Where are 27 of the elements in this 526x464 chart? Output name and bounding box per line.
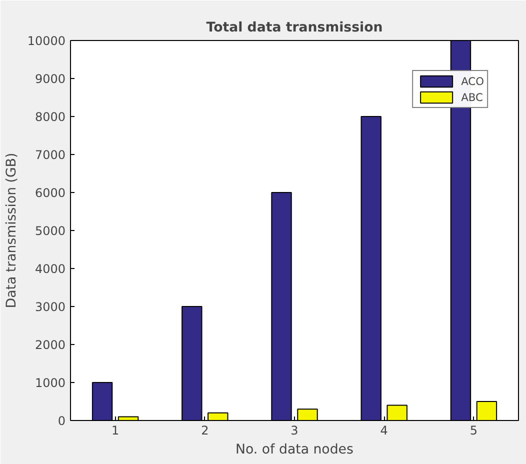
x-tick-label: 2 [201,424,209,438]
chart-title: Total data transmission [206,20,383,36]
y-tick-label: 2000 [34,338,66,352]
y-tick-label: 1000 [34,376,66,390]
bar [271,192,292,420]
bar [297,408,318,420]
x-axis-title: No. of data nodes [236,442,354,458]
x-tick-label: 3 [290,424,298,438]
y-tick-label: 7000 [34,148,66,162]
legend-label: ABC [461,90,483,104]
bar [476,401,498,420]
y-axis-title: Data transmission (GB) [4,152,20,308]
y-tick-label: 10000 [27,34,66,48]
x-tick-label: 5 [470,424,478,438]
legend-label: ACO [461,74,484,88]
bar [208,412,228,420]
x-tick-label: 1 [111,424,120,438]
y-tick-label: 6000 [34,186,66,200]
x-tick-label: 4 [380,424,388,438]
y-tick-label: 0 [58,414,66,428]
bar [92,382,113,420]
y-tick-label: 3000 [34,300,66,314]
y-tick-label: 5000 [34,224,66,238]
y-tick-label: 8000 [34,110,66,124]
y-tick-label: 9000 [34,72,66,86]
y-tick-label: 4000 [34,262,66,276]
bar [360,116,382,420]
